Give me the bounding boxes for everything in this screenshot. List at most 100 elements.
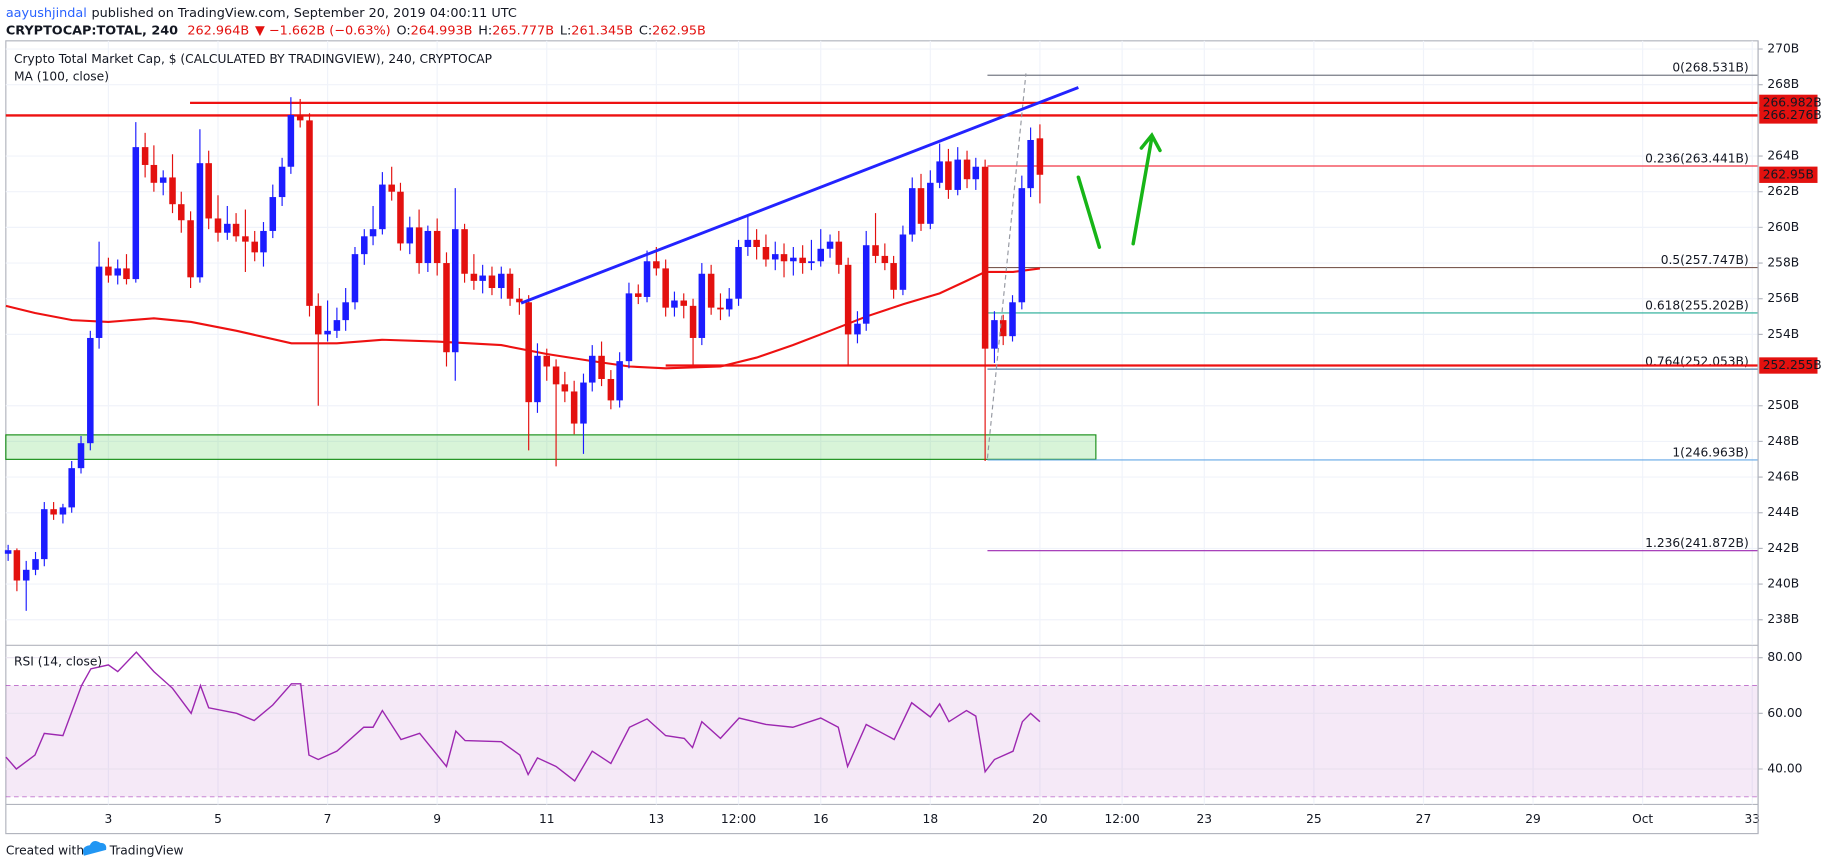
candle-body	[570, 391, 578, 424]
candle-body	[1009, 302, 1016, 337]
rsi-tick-label: 60.00	[1767, 706, 1802, 720]
candle-body	[196, 163, 204, 278]
candle-body	[114, 268, 121, 276]
candle-body	[945, 161, 952, 190]
candle-body	[41, 509, 48, 560]
candle-body	[123, 268, 130, 280]
candle-body	[324, 330, 331, 335]
y-tick-label: 242B	[1767, 541, 1799, 555]
candle-body	[506, 273, 514, 299]
candle-body	[607, 378, 615, 401]
candle-body	[379, 184, 386, 230]
candle-body	[269, 197, 277, 231]
candle-body	[342, 302, 349, 321]
x-tick-label: 13	[649, 812, 665, 826]
x-tick-label: 12:00	[1104, 812, 1139, 826]
ohlc-value: 265.777B	[492, 23, 554, 38]
candle-body	[844, 264, 852, 335]
candle-body	[461, 229, 468, 274]
candle-body	[22, 569, 30, 581]
candle-body	[862, 245, 870, 324]
candle-body	[443, 263, 450, 353]
rsi-band	[5, 685, 1759, 797]
candle-body	[1027, 139, 1034, 189]
candle-body	[397, 191, 404, 244]
candle-body	[799, 257, 806, 264]
footer-text: Created with	[6, 844, 84, 858]
y-tick-label: 250B	[1767, 398, 1799, 412]
x-tick-label: 3	[105, 812, 113, 826]
author[interactable]: aayushjindal	[6, 5, 87, 20]
trend-line	[520, 86, 1079, 305]
candle-body	[780, 254, 788, 262]
x-tick-label: 18	[923, 812, 939, 826]
x-tick-label: Oct	[1632, 812, 1653, 826]
candle-body	[991, 320, 998, 349]
candle-body	[433, 230, 441, 264]
y-tick-label: 258B	[1767, 256, 1799, 270]
fib-label: 0.5(257.747B)	[1661, 253, 1749, 267]
candle-body	[698, 273, 706, 338]
candle-body	[424, 230, 432, 264]
x-tick-label: 27	[1416, 812, 1432, 826]
footer-brand[interactable]: TradingView	[109, 844, 184, 858]
chart-title: Crypto Total Market Cap, $ (CALCULATED B…	[14, 52, 492, 66]
price-label: 266.982B	[1763, 95, 1822, 109]
y-tick-label: 254B	[1767, 327, 1799, 341]
candle-body	[927, 182, 934, 224]
fib-label: 0.236(263.441B)	[1645, 152, 1749, 166]
candle-body	[1018, 188, 1026, 303]
candle-body	[141, 147, 149, 165]
last-price: 262.964B	[187, 23, 249, 38]
candle-body	[488, 275, 496, 289]
candle-body	[826, 241, 834, 249]
candle-body	[187, 220, 194, 278]
price-label-box	[1759, 166, 1818, 183]
candle-body	[361, 236, 368, 255]
y-tick-label: 244B	[1767, 505, 1799, 519]
candle-body	[717, 307, 724, 310]
candle-body	[242, 236, 249, 242]
candle-body	[369, 229, 377, 237]
y-tick-label: 240B	[1767, 577, 1799, 591]
rsi-pane: 40.00 60.00 80.00	[5, 650, 1802, 798]
fib-trend	[986, 73, 1027, 459]
candle-body	[132, 147, 140, 280]
candle-body	[251, 241, 258, 253]
candle-body	[68, 468, 75, 508]
y-tick-label: 248B	[1767, 434, 1799, 448]
candle-body	[588, 355, 596, 383]
ohlc-key: C:	[639, 23, 652, 38]
candle-body	[817, 248, 824, 262]
y-tick-label: 268B	[1767, 77, 1799, 91]
candle-body	[744, 239, 752, 248]
candle-body	[306, 120, 313, 306]
candle-body	[635, 293, 642, 297]
candle-body	[790, 257, 797, 262]
candle-body	[77, 443, 85, 469]
candle-body	[87, 337, 94, 444]
candle-body	[59, 507, 67, 515]
candle-body	[954, 159, 961, 190]
candle-body	[899, 234, 907, 290]
price-label-box	[1759, 94, 1818, 112]
candle-body	[205, 163, 212, 219]
ohlc-value: 261.345B	[571, 23, 633, 38]
candle-body	[917, 188, 925, 224]
x-tick-label: 7	[324, 812, 332, 826]
y-tick-label: 260B	[1767, 220, 1799, 234]
price-label-box	[1759, 357, 1818, 374]
y-tick-label: 256B	[1767, 291, 1799, 305]
candle-body	[4, 550, 12, 554]
candle-body	[388, 184, 395, 192]
candle-body	[616, 361, 623, 401]
published: published on TradingView.com, September …	[91, 5, 516, 20]
candle-body	[735, 247, 742, 299]
fib-label: 0(268.531B)	[1672, 61, 1748, 75]
candle-body	[835, 241, 843, 265]
candle-body	[1036, 138, 1044, 175]
candle-body	[50, 509, 57, 515]
ohlc-value: 264.993B	[411, 23, 473, 38]
